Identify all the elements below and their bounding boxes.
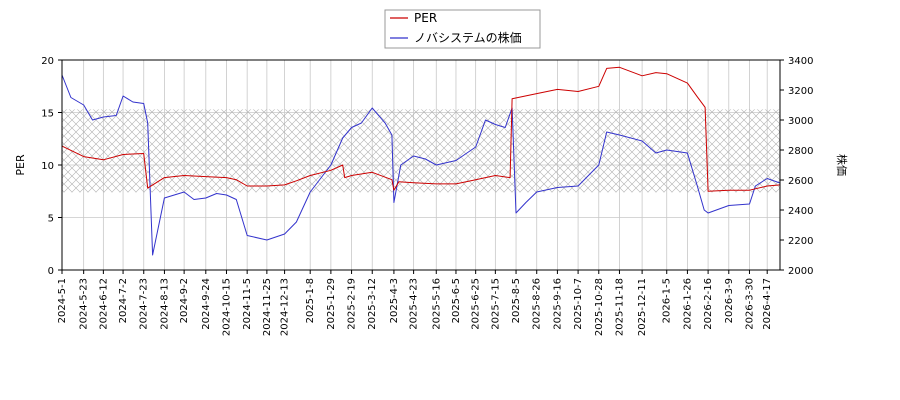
y2-tick-label: 2600 [788, 176, 813, 187]
x-tick-label: 2026-4-17 [762, 278, 773, 330]
series-layer [61, 66, 781, 256]
x-tick-label: 2024-10-15 [221, 278, 232, 336]
y-tick-label: 20 [41, 56, 54, 67]
x-tick-label: 2025-6-25 [471, 278, 482, 330]
y-tick-labels: 0 5 10 15 20 [41, 56, 54, 277]
x-tick-label: 2025-4-3 [389, 278, 400, 323]
x-tick-label: 2025-5-16 [431, 278, 442, 330]
x-tick-label: 2025-4-23 [409, 278, 420, 330]
y-tick-label: 15 [41, 109, 54, 120]
y2-tick-label: 3400 [788, 56, 813, 67]
y2-tick-label: 3000 [788, 116, 813, 127]
y2-tick-label: 2000 [788, 266, 813, 277]
x-tick-label: 2024-7-2 [118, 278, 129, 323]
x-tick-label: 2026-1-26 [682, 278, 693, 330]
x-tick-label: 2025-11-18 [614, 278, 625, 336]
y-tick-label: 0 [48, 266, 54, 277]
legend-label-price: ノバシステムの株価 [414, 30, 522, 45]
y2-tick-labels: 2000 2200 2400 2600 2800 3000 3200 3400 [788, 56, 813, 277]
legend-box [384, 9, 541, 49]
x-tick-label: 2024-9-2 [179, 278, 190, 323]
ticks [58, 59, 784, 274]
x-tick-label: 2024-5-1 [57, 278, 68, 323]
y2-tick-label: 3200 [788, 86, 813, 97]
x-tick-label: 2024-12-13 [280, 278, 291, 336]
x-tick-label: 2024-9-24 [201, 278, 212, 330]
legend-label-per: PER [414, 11, 437, 25]
per-series-line [61, 66, 781, 192]
x-tick-label: 2025-6-5 [451, 278, 462, 323]
x-tick-label: 2026-1-5 [662, 278, 673, 323]
x-tick-label: 2025-3-12 [367, 278, 378, 330]
x-tick-label: 2025-7-15 [490, 278, 501, 330]
y-tick-label: 10 [41, 161, 54, 172]
x-tick-label: 2025-1-8 [305, 278, 316, 323]
legend: PER ノバシステムの株価 [384, 9, 541, 49]
x-tick-label: 2025-10-7 [573, 278, 584, 330]
y2-tick-label: 2200 [788, 236, 813, 247]
y2-axis-title: 株価 [835, 154, 849, 176]
x-tick-label: 2026-3-30 [744, 278, 755, 330]
x-tick-label: 2024-11-25 [262, 278, 273, 336]
x-tick-label: 2025-1-29 [326, 278, 337, 330]
x-tick-label: 2026-3-9 [724, 278, 735, 323]
x-tick-label: 2025-8-26 [532, 278, 543, 330]
per-range-band [62, 109, 780, 193]
x-tick-label: 2024-6-12 [98, 278, 109, 330]
x-tick-labels: 2024-5-1 2024-5-23 2024-6-12 2024-7-2 2024-7… [57, 278, 773, 336]
x-tick-label: 2025-9-16 [552, 278, 563, 330]
x-tick-label: 2024-8-13 [159, 278, 170, 330]
x-tick-label: 2024-5-23 [79, 278, 90, 330]
x-tick-label: 2026-2-16 [703, 278, 714, 330]
x-tick-label: 2025-8-5 [511, 278, 522, 323]
x-tick-label: 2025-10-28 [594, 278, 605, 336]
y2-tick-label: 2400 [788, 206, 813, 217]
x-tick-label: 2025-12-11 [637, 278, 648, 336]
x-tick-label: 2024-11-5 [242, 278, 253, 330]
x-tick-label: 2025-2-19 [347, 278, 358, 330]
price-series-line [61, 74, 781, 256]
x-tick-label: 2024-7-23 [139, 278, 150, 330]
y-axis-title: PER [14, 154, 27, 176]
y-tick-label: 5 [48, 214, 54, 225]
y2-tick-label: 2800 [788, 146, 813, 157]
